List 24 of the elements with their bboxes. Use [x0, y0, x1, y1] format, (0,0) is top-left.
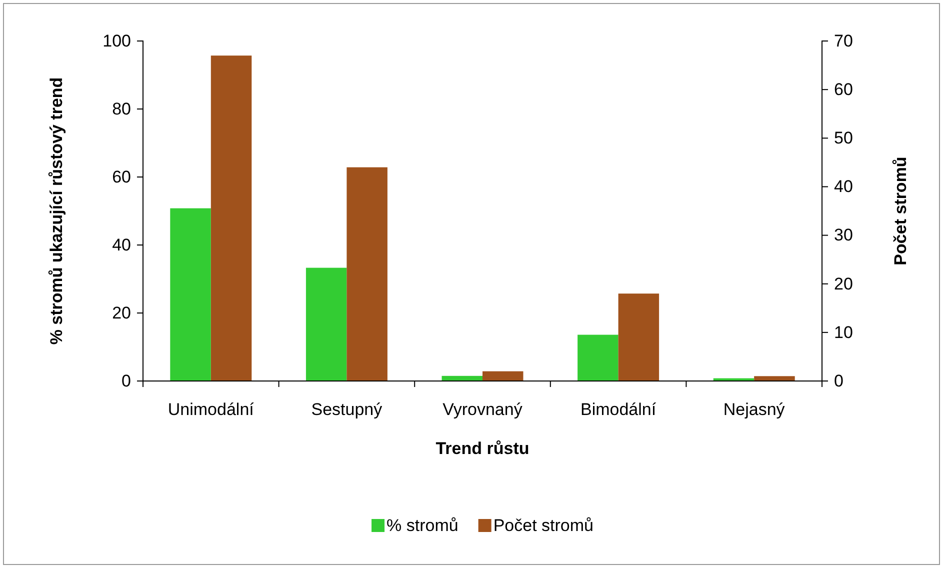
x-tick-label: Nejasný	[723, 400, 786, 419]
x-axis-title: Trend růstu	[436, 439, 530, 458]
y2-tick-label: 30	[834, 226, 853, 245]
y2-tick-label: 20	[834, 274, 853, 294]
y-axis-title: % stromů ukazující růstový trend	[47, 77, 66, 345]
x-tick-label: Unimodální	[168, 400, 254, 419]
y-tick-label: 20	[112, 303, 131, 322]
legend-label: % stromů	[386, 516, 458, 535]
x-tick-label: Vyrovnaný	[442, 400, 523, 419]
y2-tick-label: 50	[834, 128, 853, 148]
y2-tick-label: 70	[834, 31, 853, 50]
y2-axis-title: Počet stromů	[891, 156, 910, 266]
y-tick-label: 40	[112, 235, 131, 254]
y-tick-label: 60	[112, 167, 131, 186]
y-tick-label: 100	[102, 31, 131, 50]
y2-tick-label: 0	[834, 371, 844, 390]
x-tick-label: Bimodální	[580, 400, 656, 419]
y-tick-label: 80	[112, 99, 131, 118]
y2-tick-label: 10	[834, 322, 853, 342]
y2-tick-label: 60	[834, 80, 853, 100]
y-tick-label: 0	[122, 371, 131, 390]
x-tick-label: Sestupný	[311, 400, 383, 419]
y2-tick-label: 40	[834, 177, 853, 196]
legend-label: Počet stromů	[493, 516, 594, 535]
